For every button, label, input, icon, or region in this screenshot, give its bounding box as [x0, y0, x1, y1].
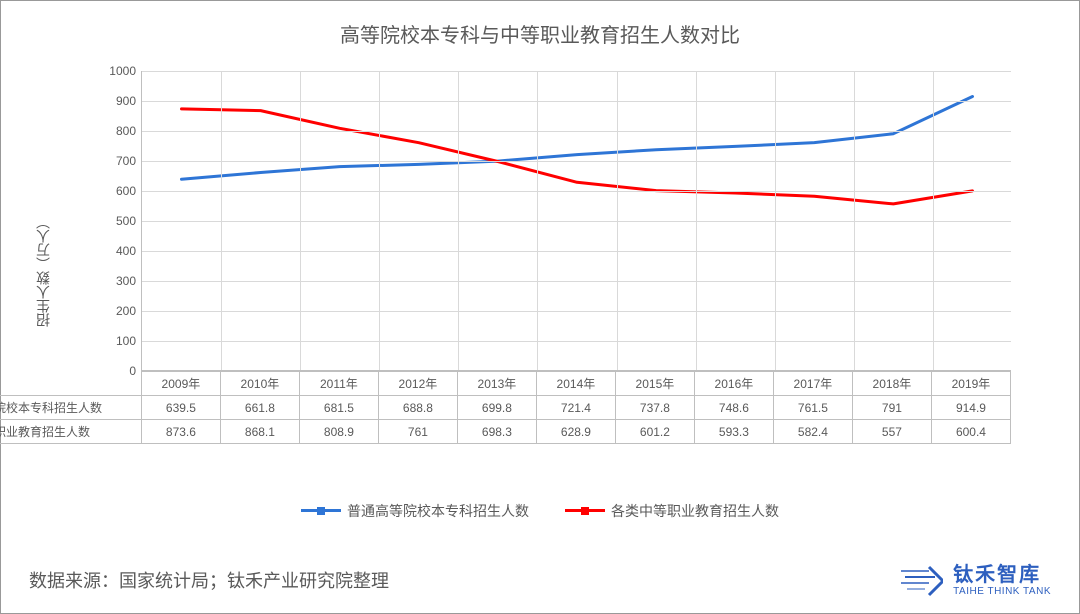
table-col-header: 2018年 [852, 372, 931, 396]
table-cell: 582.4 [773, 420, 852, 444]
brand-logo: 钛禾智库 TAIHE THINK TANK [899, 564, 1051, 597]
legend: 普通高等院校本专科招生人数 各类中等职业教育招生人数 [1, 499, 1079, 521]
legend-swatch-icon [301, 509, 341, 512]
table-cell: 699.8 [457, 396, 536, 420]
chart-area: 招生人数（万人） 0100200300400500600700800900100… [41, 61, 1039, 481]
data-source: 数据来源：国家统计局；钛禾产业研究院整理 [29, 567, 389, 593]
legend-item: 普通高等院校本专科招生人数 [301, 501, 529, 521]
table-cell: 873.6 [141, 420, 220, 444]
table-cell: 681.5 [299, 396, 378, 420]
table-cell: 721.4 [536, 396, 615, 420]
x-gridline [300, 71, 301, 370]
table-cell: 761.5 [773, 396, 852, 420]
table-cell: 698.3 [457, 420, 536, 444]
table-col-header: 2012年 [378, 372, 457, 396]
gridline [142, 251, 1011, 252]
legend-swatch-icon [565, 509, 605, 512]
series-name: 各类中等职业教育招生人数 [0, 425, 90, 439]
plot-area: 01002003004005006007008009001000 [141, 71, 1011, 371]
x-gridline [696, 71, 697, 370]
gridline [142, 311, 1011, 312]
table-col-header: 2010年 [220, 372, 299, 396]
table-cell: 868.1 [220, 420, 299, 444]
y-tick: 100 [116, 334, 142, 348]
x-gridline [854, 71, 855, 370]
table-col-header: 2019年 [931, 372, 1010, 396]
y-tick: 200 [116, 304, 142, 318]
table-cell: 791 [852, 396, 931, 420]
y-axis-label: 招生人数（万人） [33, 215, 53, 327]
table-col-header: 2014年 [536, 372, 615, 396]
data-table: 2009年2010年2011年2012年2013年2014年2015年2016年… [0, 371, 1011, 444]
table-cell: 761 [378, 420, 457, 444]
gridline [142, 221, 1011, 222]
gridline [142, 71, 1011, 72]
brand-icon [899, 565, 943, 597]
y-tick: 1000 [109, 64, 142, 78]
x-gridline [379, 71, 380, 370]
series-name: 普通高等院校本专科招生人数 [0, 401, 102, 415]
x-gridline [933, 71, 934, 370]
y-tick: 300 [116, 274, 142, 288]
table-cell: 557 [852, 420, 931, 444]
y-tick: 400 [116, 244, 142, 258]
table-cell: 808.9 [299, 420, 378, 444]
brand-name-en: TAIHE THINK TANK [953, 586, 1051, 597]
legend-item: 各类中等职业教育招生人数 [565, 501, 779, 521]
gridline [142, 281, 1011, 282]
y-tick: 800 [116, 124, 142, 138]
table-col-header: 2013年 [457, 372, 536, 396]
x-gridline [775, 71, 776, 370]
y-tick: 600 [116, 184, 142, 198]
gridline [142, 131, 1011, 132]
table-row-header: 普通高等院校本专科招生人数 [0, 396, 141, 420]
x-gridline [221, 71, 222, 370]
table-cell: 914.9 [931, 396, 1010, 420]
table-cell: 737.8 [615, 396, 694, 420]
table-col-header: 2011年 [299, 372, 378, 396]
table-cell: 661.8 [220, 396, 299, 420]
table-cell: 601.2 [615, 420, 694, 444]
brand-name-zh: 钛禾智库 [953, 564, 1051, 586]
y-tick: 500 [116, 214, 142, 228]
table-col-header: 2009年 [141, 372, 220, 396]
table-col-header: 2015年 [615, 372, 694, 396]
gridline [142, 101, 1011, 102]
x-gridline [458, 71, 459, 370]
y-tick: 700 [116, 154, 142, 168]
gridline [142, 341, 1011, 342]
table-cell: 748.6 [694, 396, 773, 420]
y-tick: 900 [116, 94, 142, 108]
chart-title: 高等院校本专科与中等职业教育招生人数对比 [1, 1, 1079, 48]
legend-label: 普通高等院校本专科招生人数 [347, 501, 529, 521]
table-cell: 628.9 [536, 420, 615, 444]
table-row-header: 各类中等职业教育招生人数 [0, 420, 141, 444]
gridline [142, 161, 1011, 162]
table-col-header: 2016年 [694, 372, 773, 396]
x-gridline [537, 71, 538, 370]
table-corner [0, 372, 141, 396]
table-cell: 639.5 [141, 396, 220, 420]
table-cell: 593.3 [694, 420, 773, 444]
table-cell: 600.4 [931, 420, 1010, 444]
gridline [142, 191, 1011, 192]
legend-label: 各类中等职业教育招生人数 [611, 501, 779, 521]
table-cell: 688.8 [378, 396, 457, 420]
x-gridline [617, 71, 618, 370]
table-col-header: 2017年 [773, 372, 852, 396]
